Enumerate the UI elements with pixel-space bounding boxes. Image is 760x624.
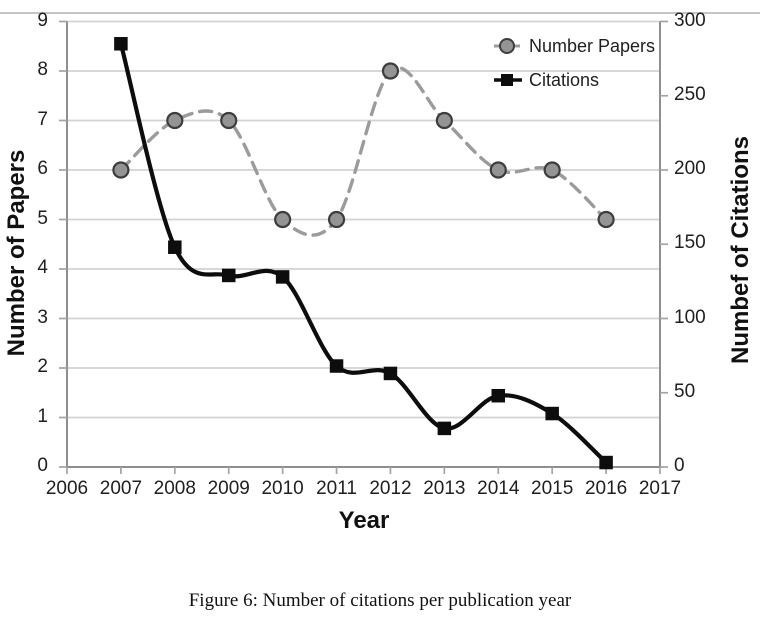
chart: 2006 2007 2008 2009 2010 2011 2012 2013 2014 2015… bbox=[3, 9, 754, 535]
circle-marker bbox=[543, 161, 561, 179]
right-tick-label: 250 bbox=[674, 83, 706, 105]
x-tick-label: 2006 bbox=[45, 478, 89, 499]
left-axis-title: Number of Papers bbox=[3, 149, 30, 357]
square-marker bbox=[329, 359, 344, 373]
left-tick-label: 4 bbox=[37, 257, 48, 278]
circle-marker bbox=[274, 210, 292, 229]
legend-item-citations: Citations bbox=[493, 70, 655, 90]
figure-caption: Figure 6: Number of citations per public… bbox=[188, 590, 572, 611]
square-marker bbox=[168, 240, 182, 254]
citations-line-marker-icon bbox=[494, 74, 522, 86]
circle-marker bbox=[435, 111, 453, 130]
x-tick-label: 2016 bbox=[584, 478, 628, 499]
square-marker bbox=[437, 421, 452, 436]
left-tick-label: 7 bbox=[37, 108, 48, 130]
left-tick-label: 3 bbox=[37, 306, 48, 328]
legend-item-number-papers: Number Papers bbox=[493, 36, 655, 56]
circle-marker bbox=[597, 210, 615, 229]
x-tick-label: 2011 bbox=[316, 478, 357, 499]
right-tick-label: 150 bbox=[674, 232, 706, 254]
papers-line-marker-icon bbox=[494, 38, 520, 54]
legend-label-citations: Citations bbox=[529, 69, 600, 90]
page-top-rule bbox=[0, 12, 760, 14]
square-marker bbox=[221, 268, 236, 283]
circle-marker bbox=[327, 210, 346, 229]
left-tick-label: 1 bbox=[37, 405, 48, 427]
plot-area bbox=[59, 20, 668, 474]
left-tick-label: 6 bbox=[37, 158, 48, 179]
square-marker bbox=[599, 455, 613, 470]
right-tick-label: 50 bbox=[674, 380, 696, 402]
number-papers-line bbox=[119, 66, 608, 237]
x-axis-title: Year bbox=[338, 507, 390, 534]
x-tick-label: 2017 bbox=[638, 478, 682, 499]
right-tick-label: 300 bbox=[674, 9, 706, 31]
right-axis-title: Numbef of Citations bbox=[727, 136, 754, 364]
legend: Number Papers Citations bbox=[493, 36, 655, 104]
legend-label-number-papers: Number Papers bbox=[529, 35, 656, 56]
square-marker bbox=[491, 388, 506, 403]
x-tick-label: 2008 bbox=[153, 478, 196, 499]
x-tick-label: 2014 bbox=[477, 478, 520, 499]
right-tick-label: 100 bbox=[674, 306, 706, 328]
circle-marker bbox=[381, 62, 400, 80]
citations-line bbox=[118, 41, 609, 465]
x-tick-label: 2015 bbox=[531, 478, 574, 499]
square-marker bbox=[275, 270, 290, 284]
citations-markers bbox=[114, 37, 613, 470]
circle-marker bbox=[166, 111, 184, 130]
circle-marker bbox=[220, 111, 238, 130]
left-tick-label: 2 bbox=[37, 356, 48, 377]
left-tick-label: 0 bbox=[37, 455, 48, 476]
x-tick-label: 2009 bbox=[207, 478, 250, 499]
square-marker bbox=[545, 406, 559, 421]
left-tick-label: 5 bbox=[37, 207, 48, 229]
left-tick-label: 9 bbox=[37, 9, 48, 31]
x-tick-label: 2007 bbox=[99, 478, 143, 499]
right-tick-label: 0 bbox=[674, 455, 685, 476]
circle-marker bbox=[489, 161, 507, 179]
right-tick-label: 200 bbox=[674, 158, 706, 179]
x-tick-label: 2010 bbox=[261, 478, 304, 499]
square-marker bbox=[114, 37, 128, 51]
left-tick-label: 8 bbox=[37, 59, 48, 80]
circle-marker bbox=[112, 161, 130, 179]
number-papers-markers bbox=[112, 62, 615, 229]
x-tick-label: 2013 bbox=[423, 478, 466, 499]
x-tick-label: 2012 bbox=[369, 478, 412, 499]
square-marker bbox=[383, 366, 398, 381]
